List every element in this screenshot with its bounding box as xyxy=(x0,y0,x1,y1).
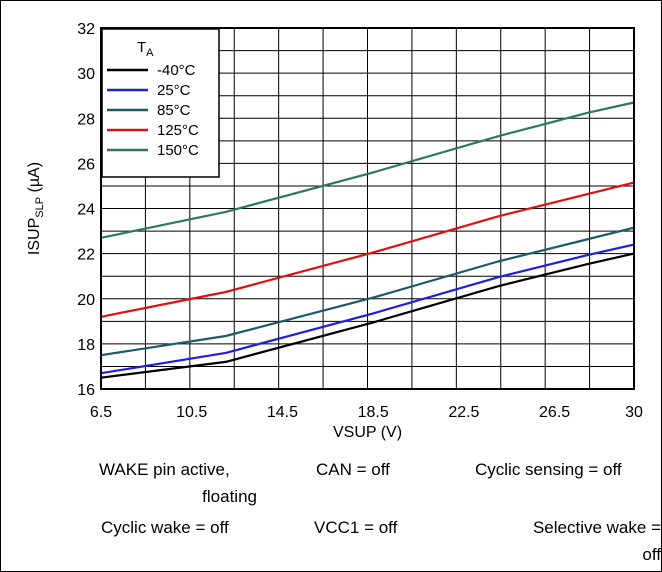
x-axis-label: VSUP (V) xyxy=(333,424,402,441)
legend: TA-40°C 25°C 85°C 125°C 150°C xyxy=(101,28,220,178)
y-tick-label: 26 xyxy=(77,156,95,173)
x-tick-label: 26.5 xyxy=(539,404,570,421)
series-line-4 xyxy=(100,101,635,239)
x-tick-label: 30 xyxy=(625,404,643,421)
plot-border xyxy=(100,27,635,390)
y-tick-label: 20 xyxy=(77,292,95,309)
legend-label-2: 85°C xyxy=(157,102,191,119)
y-tick-label: 32 xyxy=(77,21,95,38)
condition-selective-wake: Selective wake = off xyxy=(501,514,661,568)
y-tick-label: 18 xyxy=(77,337,95,354)
x-tick-label: 6.5 xyxy=(90,404,112,421)
condition-selective-wake-line2: off xyxy=(642,545,661,564)
condition-wake-pin: WAKE pin active, floating xyxy=(99,456,257,510)
condition-can: CAN = off xyxy=(316,460,390,479)
legend-title: TA xyxy=(137,39,154,59)
supply-current-chart: 6.5 10.5 14.5 18.5 22.5 26.5 30 16 18 20 22 24 26 28 3… xyxy=(26,21,643,441)
legend-label-0: -40°C xyxy=(157,62,196,79)
series-line-1 xyxy=(100,243,635,375)
y-tick-label: 16 xyxy=(77,382,95,399)
legend-label-4: 150°C xyxy=(157,142,199,159)
condition-vcc1: VCC1 = off xyxy=(314,518,398,537)
x-tick-label: 14.5 xyxy=(267,404,298,421)
condition-cyclic-sensing: Cyclic sensing = off xyxy=(475,460,622,479)
condition-wake-pin-line1: WAKE pin active, xyxy=(99,460,230,479)
x-tick-label: 22.5 xyxy=(448,404,479,421)
legend-label-1: 25°C xyxy=(157,82,191,99)
y-tick-label: 30 xyxy=(77,66,95,83)
condition-cyclic-wake: Cyclic wake = off xyxy=(101,518,229,537)
legend-box xyxy=(101,28,220,178)
series-line-3 xyxy=(100,181,635,318)
condition-wake-pin-line2: floating xyxy=(202,487,257,506)
x-tick-label: 10.5 xyxy=(176,404,207,421)
legend-label-3: 125°C xyxy=(157,122,199,139)
y-tick-label: 24 xyxy=(77,202,95,219)
y-tick-label: 28 xyxy=(77,111,95,128)
x-tick-label: 18.5 xyxy=(358,404,389,421)
y-tick-label: 22 xyxy=(77,247,95,264)
series-line-2 xyxy=(100,226,635,357)
y-axis-label: ISUPSLP (µA) xyxy=(26,162,46,255)
condition-selective-wake-line1: Selective wake = xyxy=(532,518,661,537)
series-line-0 xyxy=(100,252,635,379)
